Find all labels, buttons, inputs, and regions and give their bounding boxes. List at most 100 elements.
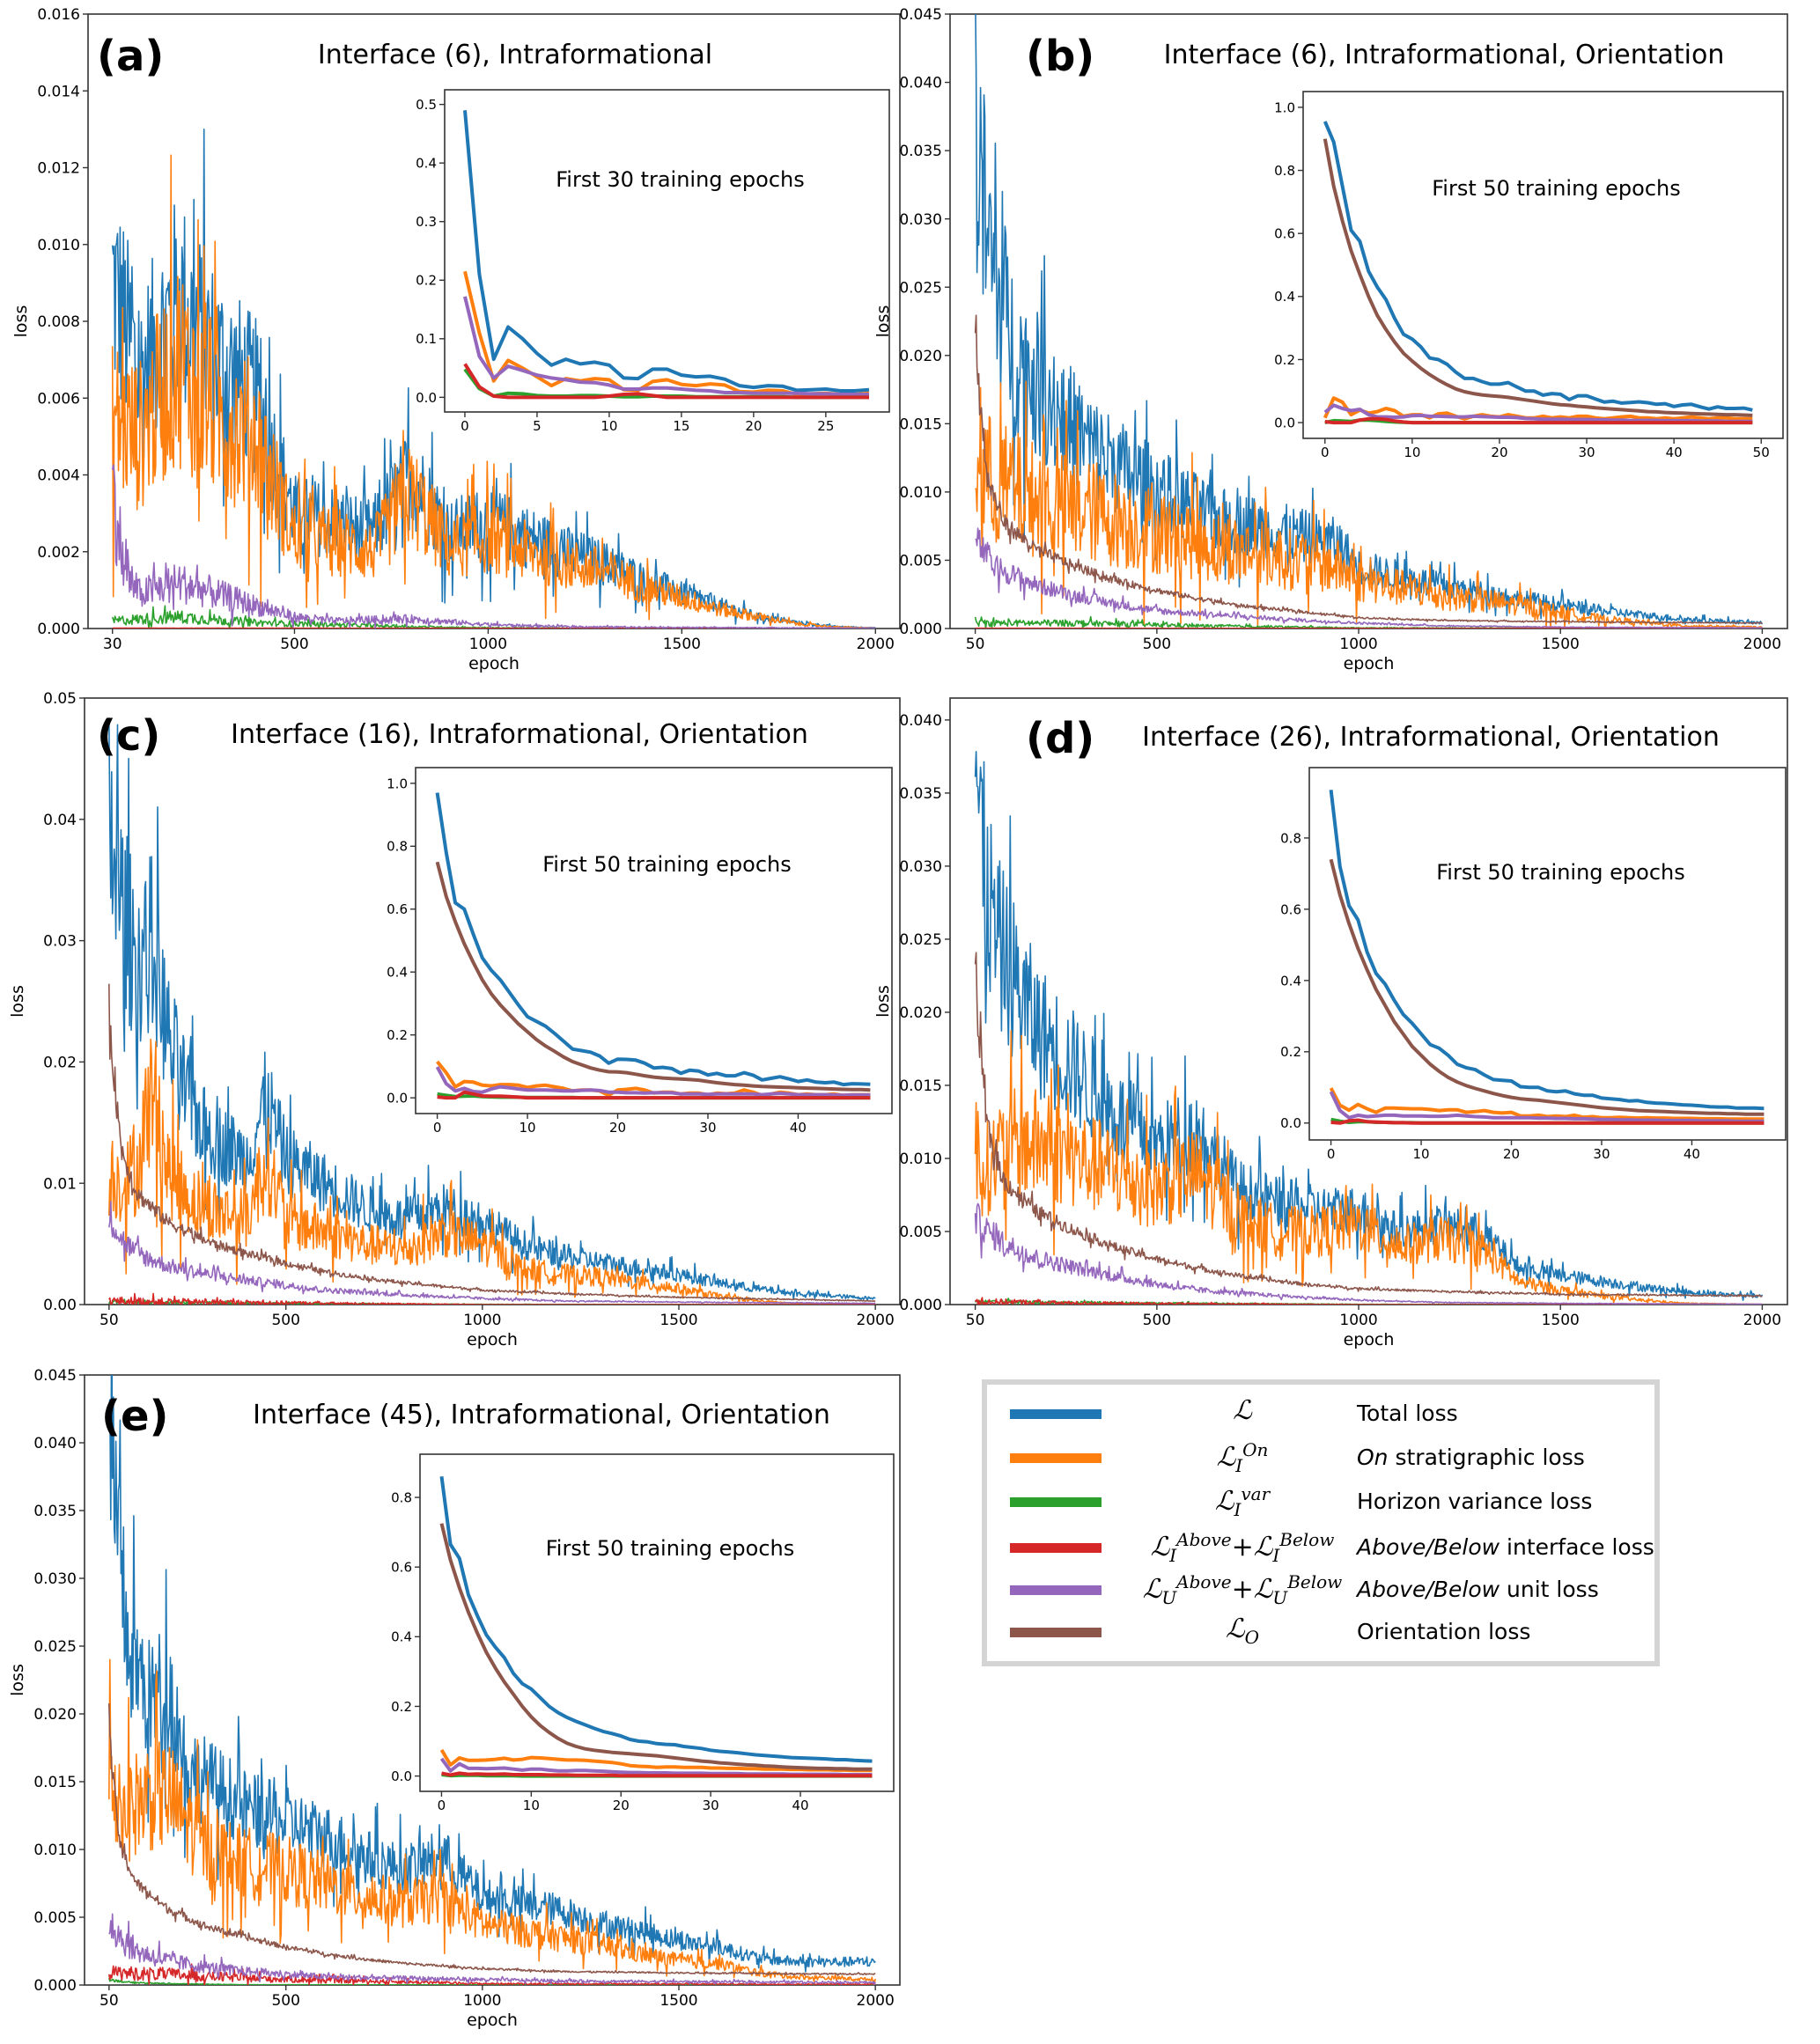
inset-axis-xtick-label: 30 <box>703 1798 719 1813</box>
inset-series-line-orient <box>1329 858 1765 1116</box>
inset-axis-ytick-label: 0.4 <box>416 156 437 172</box>
main-axis-xtick-label: 2000 <box>1743 636 1781 653</box>
inset-axis-xtick-label: 0 <box>1327 1146 1336 1162</box>
x-axis-label: epoch <box>468 654 519 673</box>
y-axis-label: loss <box>11 305 31 338</box>
legend-item-var: ℒIvar Horizon variance loss <box>987 1482 1654 1524</box>
legend-symbol: ℒO <box>1225 1614 1259 1648</box>
main-axis-xtick-label: 50 <box>966 636 985 653</box>
panel-e: 50 500 1000 1500 20000.0000.0050.0100.0150.0… <box>8 1367 901 2030</box>
main-axis-xtick-label: 1000 <box>463 1992 501 2010</box>
main-series-group <box>974 14 1764 629</box>
x-axis-label: epoch <box>1344 1330 1395 1349</box>
main-axis-ytick-label: 0.005 <box>33 1909 77 1927</box>
main-axis-xtick-label: 50 <box>966 1312 985 1329</box>
inset-series-line-ab_interface <box>463 363 869 400</box>
main-axis-ytick-label: 0.006 <box>37 390 80 408</box>
series-line-orient <box>974 314 1763 624</box>
main-axis-ytick-label: 0.04 <box>43 812 77 829</box>
inset-axis-xtick-label: 0 <box>1321 445 1330 460</box>
inset-axis-ytick-label: 0.8 <box>387 839 408 855</box>
inset-axis-ytick-label: 0.2 <box>416 273 437 289</box>
series-line-on <box>111 154 876 629</box>
inset-series-line-ab_interface <box>437 1090 871 1100</box>
main-axis-ytick-label: 0.035 <box>899 785 942 803</box>
inset-title: First 50 training epochs <box>1436 860 1685 885</box>
inset-axis-ytick-label: 0.8 <box>1280 830 1301 846</box>
legend-swatch <box>1010 1453 1102 1463</box>
series-line-ab_unit <box>108 1913 876 1985</box>
inset-chart: 0 10 20 30 40 0.0 0.2 0.4 0.6 0.8 First 50 trainin… <box>1280 767 1787 1162</box>
main-axis-ytick-label: 0.00 <box>43 1297 77 1314</box>
legend: ℒ Total loss ℒIOn On stratigraphic loss ℒIva… <box>982 1379 1660 1666</box>
inset-axis-ytick-label: 0.0 <box>391 1768 412 1784</box>
inset-axis-frame <box>1302 91 1784 439</box>
inset-series-line-total <box>463 110 870 393</box>
main-axis-ytick-label: 0.010 <box>899 1151 942 1168</box>
legend-label: Orientation loss <box>1357 1619 1531 1644</box>
legend-symbol: ℒIvar <box>1214 1483 1271 1520</box>
main-series-group <box>111 129 876 629</box>
legend-swatch <box>1010 1409 1102 1419</box>
main-axis-ytick-label: 0.005 <box>899 553 942 570</box>
main-axis-ytick-label: 0.000 <box>899 621 942 638</box>
inset-axis-ytick-label: 0.4 <box>387 965 408 981</box>
panel-title: Interface (16), Intraformational, Orient… <box>231 719 808 750</box>
panel-b: 50 500 1000 1500 20000.0000.0050.0100.0150.0… <box>873 6 1788 673</box>
inset-axis-xtick-label: 40 <box>792 1798 808 1813</box>
panel-title: Interface (6), Intraformational <box>318 40 712 70</box>
main-axis-xtick-label: 500 <box>1143 636 1171 653</box>
series-line-orient <box>108 1703 876 1976</box>
inset-axis-ytick-label: 0.6 <box>387 901 408 917</box>
inset-series-line-orient <box>1323 138 1753 417</box>
inset-series-line-ab_interface <box>1324 416 1753 425</box>
inset-axis-ytick-label: 0.2 <box>1280 1044 1301 1060</box>
main-axis-ytick-label: 0.02 <box>43 1055 77 1072</box>
legend-label: On stratigraphic loss <box>1357 1445 1585 1470</box>
inset-axis-frame <box>444 89 890 413</box>
panel-label: (a) <box>97 32 164 81</box>
main-axis-ytick-label: 0.030 <box>33 1570 77 1588</box>
main-axis-ytick-label: 0.016 <box>37 6 80 24</box>
inset-chart: 0 5 10 15 20 25 0.0 0.1 0.2 0.3 0.4 0.5 First 30 tra… <box>416 89 890 434</box>
main-axis-xtick-label: 1500 <box>1542 1312 1580 1329</box>
inset-axis-xtick-label: 20 <box>613 1798 630 1813</box>
inset-axis-frame <box>1308 767 1787 1141</box>
panel-label: (b) <box>1026 32 1094 81</box>
inset-axis-xtick-label: 30 <box>699 1120 716 1136</box>
inset-series-line-on <box>1323 396 1753 421</box>
main-axis-ytick-label: 0.008 <box>37 313 80 331</box>
main-axis-xtick-label: 500 <box>271 1992 299 2010</box>
x-axis-label: epoch <box>467 1330 518 1349</box>
inset-axis-ytick-label: 0.2 <box>387 1027 408 1043</box>
main-axis-xtick-label: 1000 <box>1339 636 1377 653</box>
main-axis-xtick-label: 2000 <box>1743 1312 1781 1329</box>
inset-axis-ytick-label: 0.0 <box>416 390 437 406</box>
inset-axis-xtick-label: 10 <box>601 418 617 434</box>
series-line-ab_interface <box>108 1292 876 1305</box>
inset-axis-xtick-label: 10 <box>1413 1146 1430 1162</box>
inset-series-line-ab_unit <box>1323 403 1753 423</box>
inset-axis-xtick-label: 0 <box>461 418 469 434</box>
main-axis-ytick-label: 0.004 <box>37 467 80 485</box>
inset-axis-ytick-label: 0.2 <box>1274 352 1295 368</box>
inset-axis-xtick-label: 10 <box>519 1120 536 1136</box>
main-axis-xtick-label: 1000 <box>1339 1312 1377 1329</box>
inset-chart: 0 10 20 30 40 50 0.0 0.2 0.4 0.6 0.8 1.0 First 50 tr… <box>1274 91 1784 460</box>
inset-axis-ytick-label: 0.4 <box>391 1629 412 1645</box>
main-axis-xtick-label: 500 <box>280 636 308 653</box>
main-axis-ytick-label: 0.010 <box>37 237 80 254</box>
inset-series-line-orient <box>435 861 871 1092</box>
main-axis-ytick-label: 0.040 <box>899 75 942 92</box>
series-line-ab_unit <box>111 464 876 629</box>
inset-axis-xtick-label: 20 <box>1491 445 1507 460</box>
legend-symbol: ℒ <box>1233 1395 1252 1426</box>
legend-swatch <box>1010 1497 1102 1507</box>
inset-axis-ytick-label: 1.0 <box>387 776 408 791</box>
main-axis-ytick-label: 0.010 <box>33 1842 77 1859</box>
inset-title: First 50 training epochs <box>1432 176 1681 201</box>
main-axis-xtick-label: 50 <box>99 1992 119 2010</box>
legend-label: Above/Below unit loss <box>1357 1577 1599 1602</box>
inset-series-line-ab_unit <box>435 1066 871 1098</box>
